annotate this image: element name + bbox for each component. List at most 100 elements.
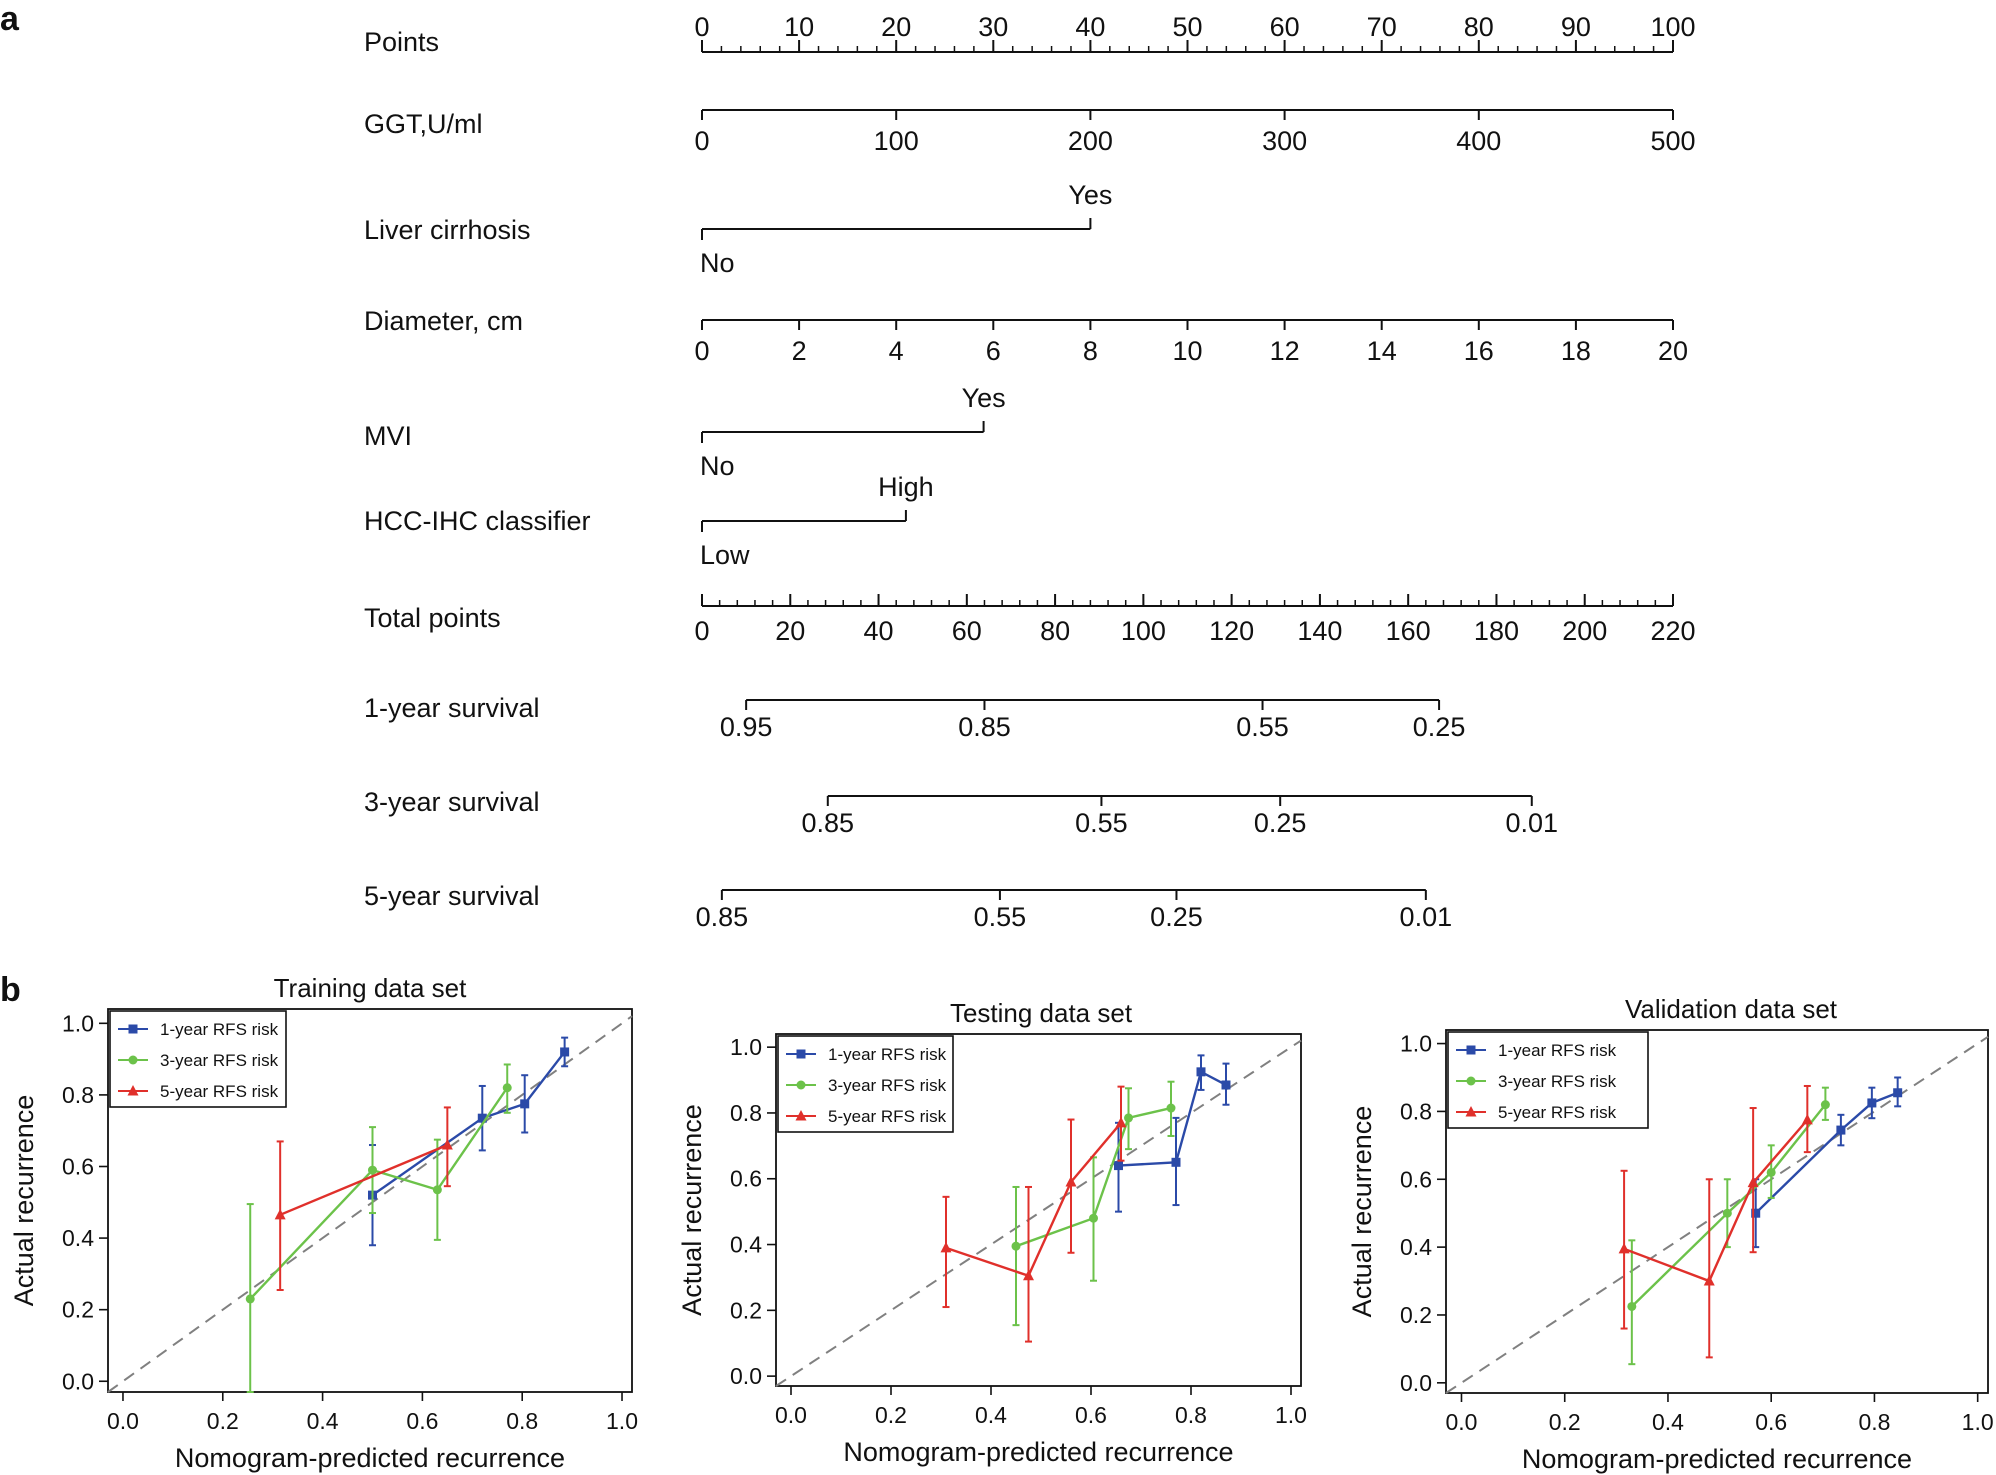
x-axis-title: Nomogram-predicted recurrence: [843, 1437, 1233, 1467]
series-red: [274, 1106, 453, 1291]
legend: 1-year RFS risk 3-year RFS risk 5-year RFS…: [777, 1035, 954, 1133]
nomogram-row: Diameter, cm 0 2 4 6 8 10 12 14 16 18 20: [364, 306, 1688, 366]
legend-entry: 1-year RFS risk: [160, 1020, 279, 1039]
data-point: [1466, 1076, 1476, 1086]
calibration-chart-validation: Validation data set 0.0 0.2 0.4 0.6 0.8 1.0 0.0…: [1347, 994, 1994, 1474]
nomogram-row: Total points 0 20 40 60 80 100 120 140 160 180 200 2…: [364, 594, 1696, 646]
series-green: [245, 1063, 512, 1393]
nomogram-row: 1-year survival 0.95 0.85 0.55 0.25: [364, 693, 1465, 742]
y-axis-title: Actual recurrence: [1347, 1106, 1377, 1318]
data-point: [796, 1049, 806, 1059]
y-tick-label: 0.8: [730, 1100, 762, 1126]
series-line: [371, 1051, 566, 1197]
series-blue: [367, 1036, 570, 1247]
tick-label: 80: [1464, 12, 1494, 42]
data-point: [274, 1208, 286, 1220]
series-blue: [1114, 1054, 1231, 1213]
tick-label: 0.25: [1150, 902, 1203, 932]
y-tick-label: 0.8: [62, 1082, 94, 1108]
x-tick-label: 1.0: [1275, 1402, 1307, 1428]
nomogram-row-label: Diameter, cm: [364, 306, 523, 336]
data-point: [1836, 1125, 1846, 1135]
data-point: [1820, 1100, 1830, 1110]
data-point: [367, 1165, 377, 1175]
tick-label: 0: [694, 126, 709, 156]
nomogram-row: GGT,U/ml 0 100 200 300 400 500: [364, 109, 1696, 156]
tick-label: 70: [1367, 12, 1397, 42]
x-tick-label: 0.2: [875, 1402, 907, 1428]
data-point: [940, 1241, 952, 1253]
tick-label: 4: [889, 336, 904, 366]
x-tick-label: 0.0: [107, 1408, 139, 1434]
x-tick-label: 0.8: [506, 1408, 538, 1434]
data-point: [1011, 1241, 1021, 1251]
data-point: [560, 1047, 570, 1057]
x-tick-label: 0.0: [775, 1402, 807, 1428]
data-point: [441, 1139, 453, 1150]
y-tick-label: 0.0: [1400, 1370, 1432, 1396]
series-line: [279, 1143, 448, 1216]
level-label: Yes: [962, 383, 1006, 413]
data-point: [796, 1080, 806, 1090]
tick-label: 0: [694, 12, 709, 42]
y-tick-label: 1.0: [62, 1010, 94, 1036]
tick-label: 0.95: [720, 712, 773, 742]
tick-label: 100: [1121, 616, 1166, 646]
tick-label: 0: [694, 616, 709, 646]
y-tick-label: 0.4: [1400, 1234, 1432, 1260]
y-tick-label: 0.4: [730, 1232, 762, 1258]
tick-label: 0.01: [1505, 808, 1558, 838]
data-point: [1166, 1103, 1176, 1113]
x-tick-label: 1.0: [1962, 1409, 1994, 1435]
y-axis-title: Actual recurrence: [9, 1095, 39, 1307]
data-point: [795, 1110, 807, 1121]
reference-diagonal: [107, 1015, 633, 1393]
calibration-chart-training: Training data set 0.0 0.2 0.4 0.6 0.8 1.0 0.0 0.…: [9, 973, 638, 1473]
nomogram-row: MVI No Yes: [364, 383, 1006, 481]
tick-label: 160: [1386, 616, 1431, 646]
reference-diagonal: [775, 1039, 1302, 1387]
nomogram-row-label: 3-year survival: [364, 787, 540, 817]
data-point: [1115, 1116, 1127, 1128]
tick-label: 80: [1040, 616, 1070, 646]
x-tick-label: 0.8: [1175, 1402, 1207, 1428]
nomogram-row: Points 0 10 20 30 40 50 60 70 80 90 100: [364, 12, 1696, 57]
y-tick-label: 0.0: [730, 1363, 762, 1389]
level-label: Yes: [1068, 180, 1112, 210]
legend-entry: 5-year RFS risk: [1498, 1103, 1617, 1122]
tick-label: 0: [694, 336, 709, 366]
y-tick-label: 0.6: [730, 1166, 762, 1192]
nomogram-row-label: GGT,U/ml: [364, 109, 483, 139]
data-point: [1747, 1176, 1759, 1188]
plot-frame: [107, 1008, 633, 1393]
plot-frame: [775, 1033, 1302, 1387]
y-tick-label: 0.2: [730, 1297, 762, 1323]
level-label: No: [700, 451, 735, 481]
legend-entry: 5-year RFS risk: [160, 1082, 279, 1101]
y-tick-label: 0.6: [1400, 1166, 1432, 1192]
tick-label: 400: [1456, 126, 1501, 156]
series-line: [1754, 1091, 1899, 1215]
tick-label: 20: [881, 12, 911, 42]
legend-entry: 1-year RFS risk: [828, 1045, 947, 1064]
series-line: [1630, 1103, 1827, 1308]
tick-label: 0.85: [958, 712, 1011, 742]
tick-label: 0.85: [802, 808, 855, 838]
nomogram-row-label: Liver cirrhosis: [364, 215, 531, 245]
tick-label: 0.55: [974, 902, 1027, 932]
panel-letter-a: a: [0, 0, 20, 38]
x-axis-title: Nomogram-predicted recurrence: [1522, 1444, 1912, 1474]
data-point: [1124, 1113, 1133, 1123]
nomogram-row: Liver cirrhosis No Yes: [364, 180, 1112, 278]
series-line: [1015, 1106, 1172, 1248]
data-point: [245, 1294, 255, 1304]
x-tick-label: 0.0: [1445, 1409, 1477, 1435]
series-red: [940, 1085, 1127, 1343]
tick-label: 6: [986, 336, 1001, 366]
legend-entry: 5-year RFS risk: [828, 1107, 947, 1126]
level-label: Low: [700, 540, 750, 570]
level-label: No: [700, 248, 735, 278]
nomogram-row-label: Total points: [364, 603, 501, 633]
tick-label: 500: [1650, 126, 1695, 156]
